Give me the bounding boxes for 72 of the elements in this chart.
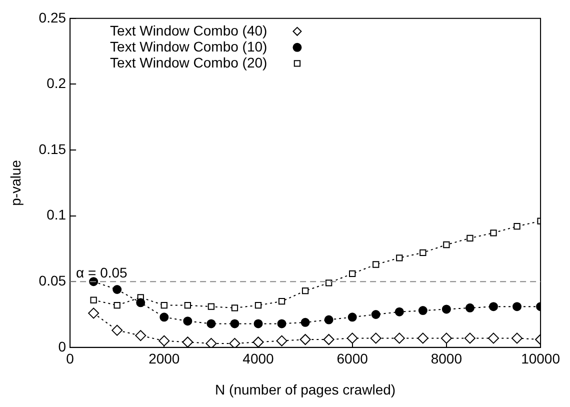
point: [252, 336, 264, 348]
point: [277, 319, 286, 328]
y-tick-label: 0.2: [46, 75, 66, 92]
point: [183, 316, 192, 326]
point: [418, 306, 428, 316]
x-axis-title: N (number of pages crawled): [215, 381, 396, 398]
point: [160, 312, 169, 322]
point: [158, 335, 170, 346]
point: [323, 334, 334, 346]
point: [349, 270, 356, 278]
point: [420, 249, 426, 256]
point: [324, 315, 334, 324]
y-tick-label: 0: [58, 338, 66, 354]
point: [488, 302, 498, 312]
point: [348, 312, 357, 322]
point: [182, 336, 194, 348]
y-tick-label: 0.05: [38, 272, 66, 288]
legend-label: Text Window Combo (20): [110, 54, 268, 70]
point: [464, 332, 476, 344]
point: [206, 319, 216, 328]
point: [229, 338, 240, 348]
point: [370, 332, 382, 344]
point: [372, 261, 380, 268]
y-tick-label: 0.15: [38, 140, 66, 157]
point: [302, 287, 309, 294]
point: [465, 303, 474, 312]
x-tick-label: 8000: [430, 350, 462, 367]
point: [276, 335, 288, 346]
point: [394, 332, 405, 344]
point: [206, 338, 217, 348]
point: [512, 302, 522, 312]
point: [300, 318, 310, 327]
x-tick-label: 10000: [521, 350, 560, 367]
point: [394, 307, 404, 316]
point: [90, 296, 97, 304]
point: [114, 302, 120, 309]
point: [208, 303, 215, 310]
point: [230, 319, 240, 328]
point: [346, 332, 358, 344]
point: [278, 298, 286, 305]
point: [371, 310, 380, 319]
point: [184, 302, 191, 309]
y-axis-title: p-value: [7, 160, 24, 206]
point: [112, 284, 122, 294]
point: [231, 304, 238, 312]
point: [396, 254, 403, 262]
point: [514, 223, 520, 230]
x-tick-label: 6000: [336, 350, 368, 367]
point: [135, 330, 146, 342]
y-tick-label: 0.1: [46, 206, 66, 223]
point: [417, 332, 428, 344]
point: [88, 308, 100, 319]
point: [488, 332, 499, 344]
ref-line-label: α = 0.05: [76, 264, 128, 280]
point: [136, 298, 146, 308]
point: [325, 280, 332, 286]
point: [300, 334, 311, 346]
point: [254, 319, 263, 328]
point: [442, 304, 451, 314]
point: [466, 234, 474, 242]
legend-label: Text Window Combo (40): [110, 22, 268, 38]
point: [112, 324, 123, 336]
point: [440, 332, 452, 344]
x-tick-label: 4000: [242, 350, 274, 367]
x-tick-label: 2000: [148, 350, 180, 367]
point: [160, 302, 168, 309]
point: [443, 241, 450, 248]
point: [254, 302, 262, 309]
y-tick-label: 0.25: [38, 9, 66, 26]
point: [490, 230, 497, 236]
point: [512, 332, 523, 344]
legend-label: Text Window Combo (10): [110, 38, 268, 54]
